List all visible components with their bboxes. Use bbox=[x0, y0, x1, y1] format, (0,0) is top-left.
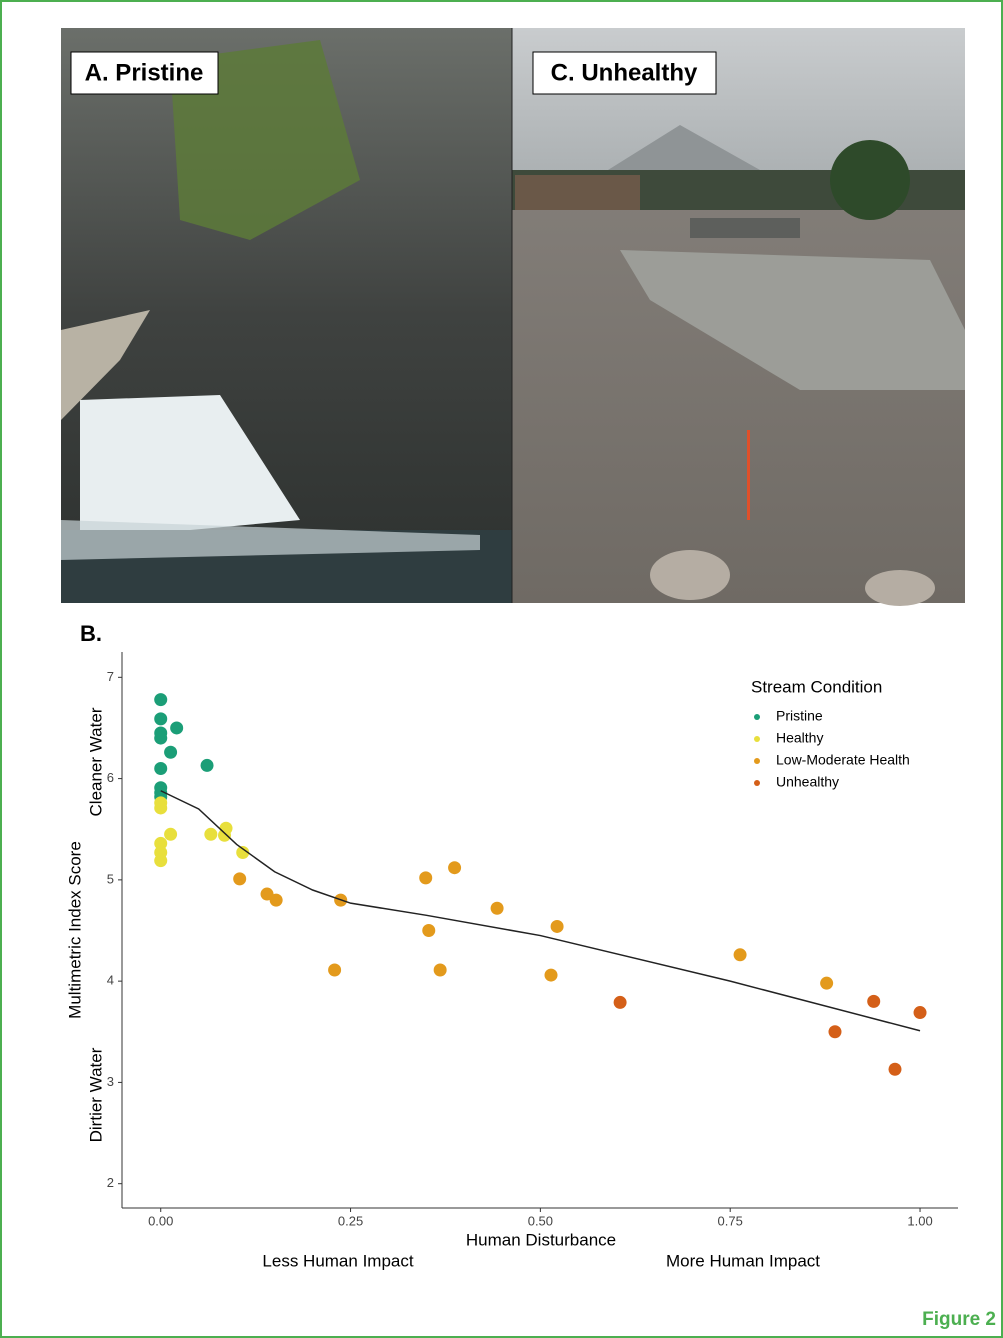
point bbox=[154, 712, 167, 725]
point bbox=[734, 948, 747, 961]
figure-label: Figure 2 bbox=[922, 1309, 996, 1330]
point bbox=[551, 920, 564, 933]
x-tick-label: 0.00 bbox=[148, 1213, 173, 1228]
plot: 2 3 4 5 6 7 0.00 0.25 0.50 0.75 1.00 Human Disturba… bbox=[65, 652, 958, 1270]
point bbox=[828, 1025, 841, 1038]
annotation: More Human Impact bbox=[666, 1251, 820, 1270]
point bbox=[204, 828, 217, 841]
legend-title: Stream Condition bbox=[751, 677, 882, 696]
point bbox=[218, 829, 231, 842]
legend-label: Unhealthy bbox=[776, 774, 839, 790]
point bbox=[201, 759, 214, 772]
point bbox=[888, 1063, 901, 1076]
y-tick-label: 6 bbox=[107, 770, 114, 785]
point bbox=[164, 746, 177, 759]
point bbox=[614, 996, 627, 1009]
point bbox=[170, 721, 183, 734]
chart: A. Pristine C. Unhealthy B. Figure 2 2 3 4… bbox=[0, 0, 1003, 1338]
point bbox=[154, 732, 167, 745]
legend-label: Healthy bbox=[776, 730, 823, 746]
y-tick-label: 5 bbox=[107, 871, 114, 886]
figure: A. Pristine C. Unhealthy B. Figure 2 2 3 4… bbox=[0, 0, 1003, 1338]
point bbox=[434, 964, 447, 977]
point bbox=[164, 828, 177, 841]
x-tick-label: 0.75 bbox=[718, 1213, 743, 1228]
point bbox=[328, 964, 341, 977]
point bbox=[422, 924, 435, 937]
y-tick-label: 7 bbox=[107, 669, 114, 684]
point bbox=[233, 872, 246, 885]
point bbox=[154, 796, 167, 809]
point bbox=[270, 894, 283, 907]
point bbox=[154, 854, 167, 867]
point bbox=[419, 871, 432, 884]
annotation: Dirtier Water bbox=[86, 1047, 105, 1142]
x-tick-label: 0.50 bbox=[528, 1213, 553, 1228]
point bbox=[491, 902, 504, 915]
legend-label: Pristine bbox=[776, 708, 823, 724]
point bbox=[154, 762, 167, 775]
x-tick-label: 1.00 bbox=[907, 1213, 932, 1228]
legend-swatch bbox=[754, 780, 760, 786]
legend-label: Low-Moderate Health bbox=[776, 752, 910, 768]
y-tick-label: 4 bbox=[107, 973, 114, 988]
point bbox=[545, 969, 558, 982]
y-tick-label: 3 bbox=[107, 1074, 114, 1089]
annotation: Less Human Impact bbox=[262, 1251, 413, 1270]
panel-label: B. bbox=[80, 621, 102, 646]
y-tick-label: 2 bbox=[107, 1175, 114, 1190]
legend-swatch bbox=[754, 714, 760, 720]
legend-swatch bbox=[754, 758, 760, 764]
point bbox=[820, 977, 833, 990]
x-axis-title: Human Disturbance bbox=[466, 1230, 616, 1249]
legend-swatch bbox=[754, 736, 760, 742]
photo-unhealthy bbox=[512, 28, 965, 606]
panel-label: A. Pristine bbox=[85, 59, 204, 86]
point bbox=[867, 995, 880, 1008]
panel-label: C. Unhealthy bbox=[551, 59, 698, 86]
y-axis-title: Multimetric Index Score bbox=[65, 841, 84, 1019]
trend-line bbox=[161, 791, 920, 1031]
point bbox=[448, 861, 461, 874]
x-tick-label: 0.25 bbox=[338, 1213, 363, 1228]
point bbox=[914, 1006, 927, 1019]
point bbox=[154, 693, 167, 706]
photo-pristine bbox=[61, 28, 512, 603]
annotation: Cleaner Water bbox=[86, 707, 105, 816]
